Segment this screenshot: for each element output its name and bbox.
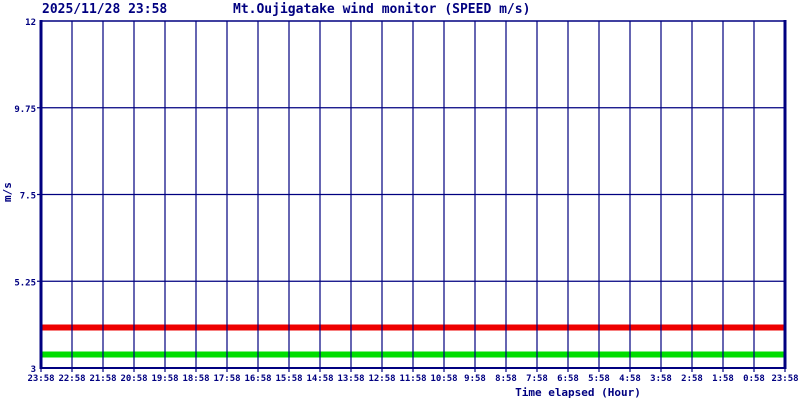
x-axis-tick-label: 11:58 xyxy=(399,374,426,384)
x-axis-tick-label: 8:58 xyxy=(495,374,517,384)
y-axis-tick-label: 3 xyxy=(31,365,36,375)
x-axis-tick-label: 0:58 xyxy=(743,374,765,384)
x-axis-tick-label: 12:58 xyxy=(368,374,395,384)
x-axis-tick-label: 9:58 xyxy=(464,374,486,384)
x-axis-tick-label: 7:58 xyxy=(526,374,548,384)
y-axis-title: m/s xyxy=(1,182,14,202)
x-axis-tick-label: 3:58 xyxy=(650,374,672,384)
x-axis-tick-label: 15:58 xyxy=(275,374,302,384)
x-axis-tick-label: 22:58 xyxy=(58,374,85,384)
y-axis-tick-label: 7.5 xyxy=(20,192,36,202)
x-axis-tick-label: 16:58 xyxy=(244,374,271,384)
report-timestamp: 2025/11/28 23:58 xyxy=(42,2,168,17)
x-axis-tick-label: 20:58 xyxy=(120,374,147,384)
y-axis-tick-label: 5.25 xyxy=(14,278,36,288)
x-axis-tick-label: 23:58 xyxy=(27,374,54,384)
x-axis-title: Time elapsed (Hour) xyxy=(515,386,641,399)
y-axis-tick-label: 12 xyxy=(25,18,36,28)
x-axis-tick-label: 21:58 xyxy=(89,374,116,384)
x-axis-tick-label: 5:58 xyxy=(588,374,610,384)
x-axis-tick-label: 14:58 xyxy=(306,374,333,384)
x-axis-tick-label: 18:58 xyxy=(182,374,209,384)
x-axis-tick-label: 19:58 xyxy=(151,374,178,384)
y-axis-tick-label: 9.75 xyxy=(14,105,36,115)
x-axis-tick-label: 23:58 xyxy=(771,374,798,384)
chart-title: Mt.Oujigatake wind monitor (SPEED m/s) xyxy=(233,2,531,17)
x-axis-tick-label: 6:58 xyxy=(557,374,579,384)
x-axis-tick-label: 17:58 xyxy=(213,374,240,384)
x-axis-tick-label: 2:58 xyxy=(681,374,703,384)
x-axis-tick-label: 4:58 xyxy=(619,374,641,384)
x-axis-tick-label: 13:58 xyxy=(337,374,364,384)
x-axis-tick-label: 10:58 xyxy=(430,374,457,384)
x-axis-tick-label: 1:58 xyxy=(712,374,734,384)
